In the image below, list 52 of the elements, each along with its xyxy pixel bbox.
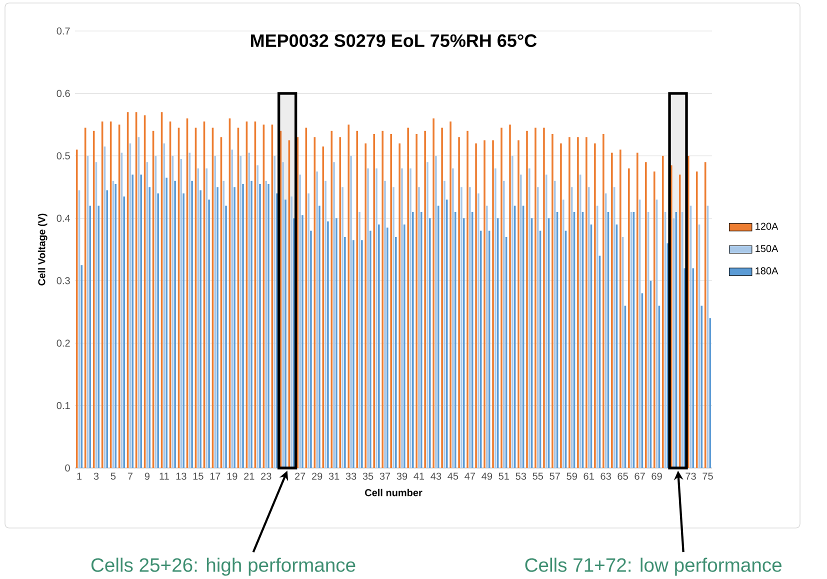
chart-title: MEP0032 S0279 EoL 75%RH 65°C	[251, 34, 537, 48]
x-tick-label: 75	[702, 472, 713, 480]
x-tick-label: 5	[110, 472, 116, 480]
x-tick-label: 33	[346, 472, 356, 480]
y-tick-label: 0.2	[56, 340, 70, 347]
x-tick-label: 41	[414, 472, 424, 480]
band-label: Cells 25+26: high performance	[91, 558, 356, 576]
x-tick-label: 13	[176, 472, 186, 480]
x-tick-label: 3	[94, 472, 99, 480]
x-tick-label: 7	[128, 472, 132, 480]
x-tick-label: 59	[566, 472, 577, 480]
x-tick-label: 35	[362, 472, 374, 480]
x-tick-label: 45	[448, 472, 458, 480]
band-label: Cells 71+72: low performance	[525, 558, 782, 576]
y-tick-label: 0.3	[56, 277, 70, 284]
x-tick-label: 29	[312, 472, 322, 480]
x-tick-label: 57	[550, 472, 560, 480]
y-tick-label: 0.6	[56, 90, 70, 97]
x-tick-label: 37	[380, 472, 390, 480]
x-tick-label: 23	[261, 472, 272, 480]
x-tick-label: 55	[532, 472, 544, 480]
x-tick-label: 61	[584, 472, 594, 480]
x-tick-label: 9	[144, 472, 150, 480]
x-tick-label: 27	[295, 472, 306, 480]
x-tick-label: 17	[210, 472, 220, 480]
x-tick-label: 49	[482, 472, 492, 480]
x-tick-label: 31	[328, 472, 340, 480]
y-tick-label: 0	[65, 464, 70, 472]
x-tick-label: 47	[464, 472, 475, 480]
x-tick-label: 63	[600, 472, 611, 480]
y-tick-label: 0.7	[56, 27, 70, 35]
x-tick-label: 19	[227, 472, 238, 480]
x-tick-label: 73	[686, 472, 696, 480]
y-tick-label: 0.4	[56, 214, 70, 222]
x-tick-label: 1	[77, 472, 82, 480]
x-tick-label: 21	[244, 472, 254, 480]
x-axis-title: Cell number	[365, 488, 422, 496]
x-tick-label: 69	[652, 472, 662, 480]
legend-label: 150A	[756, 245, 778, 252]
y-tick-label: 0.5	[56, 152, 70, 160]
x-tick-label: 65	[618, 472, 628, 480]
x-tick-label: 11	[160, 472, 169, 480]
x-tick-label: 51	[498, 472, 509, 480]
x-tick-label: 39	[396, 472, 408, 480]
y-axis-title: Cell Voltage (V)	[38, 214, 48, 286]
x-tick-label: 15	[193, 472, 204, 480]
y-tick-label: 0.1	[56, 402, 70, 410]
x-tick-label: 67	[634, 472, 645, 480]
legend-label: 180A	[756, 267, 778, 274]
legend-label: 120A	[756, 222, 778, 230]
x-tick-label: 43	[430, 472, 442, 480]
x-tick-label: 53	[516, 472, 526, 480]
